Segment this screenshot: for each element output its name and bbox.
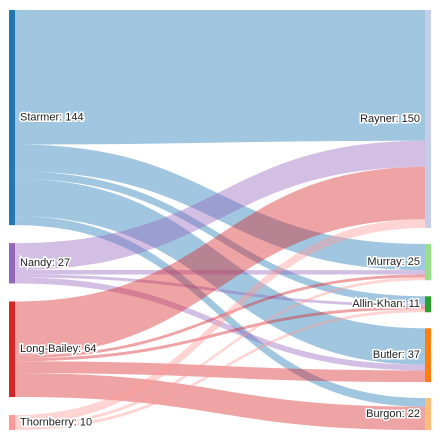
link-starmer-to-allin_khan: [15, 171, 425, 304]
label-nandy: Nandy: 27: [20, 257, 70, 269]
link-starmer-to-murray: [15, 144, 425, 271]
node-rayner: [425, 10, 431, 228]
link-starmer-to-butler: [15, 178, 425, 365]
link-long_bailey-to-allin_khan: [15, 306, 425, 362]
node-burgon: [425, 398, 431, 430]
link-starmer-to-burgon: [15, 216, 425, 407]
node-murray: [425, 243, 431, 281]
label-allin_khan: Allin-Khan: 11: [352, 298, 420, 310]
link-nandy-to-butler: [15, 277, 425, 371]
sankey-nodes: [9, 10, 431, 430]
label-long_bailey: Long-Bailey: 64: [20, 343, 96, 355]
sankey-labels: Starmer: 144 Nandy: 27 Long-Bailey: 64 Thor…: [19, 110, 422, 430]
node-nandy: [9, 243, 15, 284]
link-long_bailey-to-butler: [15, 361, 425, 383]
link-nandy-to-murray: [15, 270, 425, 275]
link-starmer-to-rayner: [15, 10, 425, 145]
link-thornberry-to-rayner: [15, 219, 425, 425]
sankey-links: [15, 10, 425, 430]
label-thornberry: Thornberry: 10: [20, 416, 92, 428]
link-nandy-to-rayner: [15, 140, 425, 271]
node-long_bailey: [9, 301, 15, 398]
link-nandy-to-allin_khan: [15, 274, 425, 307]
label-murray: Murray: 25: [367, 256, 420, 268]
link-thornberry-to-allin_khan: [15, 309, 425, 430]
link-thornberry-to-murray: [15, 277, 425, 428]
link-long_bailey-to-murray: [15, 274, 425, 359]
node-butler: [425, 328, 431, 383]
link-long_bailey-to-rayner: [15, 166, 425, 356]
node-allin_khan: [425, 296, 431, 313]
label-starmer: Starmer: 144: [20, 111, 84, 123]
node-starmer: [9, 10, 15, 226]
node-thornberry: [9, 415, 15, 430]
label-rayner: Rayner: 150: [360, 113, 420, 125]
label-burgon: Burgon: 22: [366, 408, 420, 420]
link-long_bailey-to-burgon: [15, 373, 425, 430]
label-butler: Butler: 37: [373, 349, 420, 361]
